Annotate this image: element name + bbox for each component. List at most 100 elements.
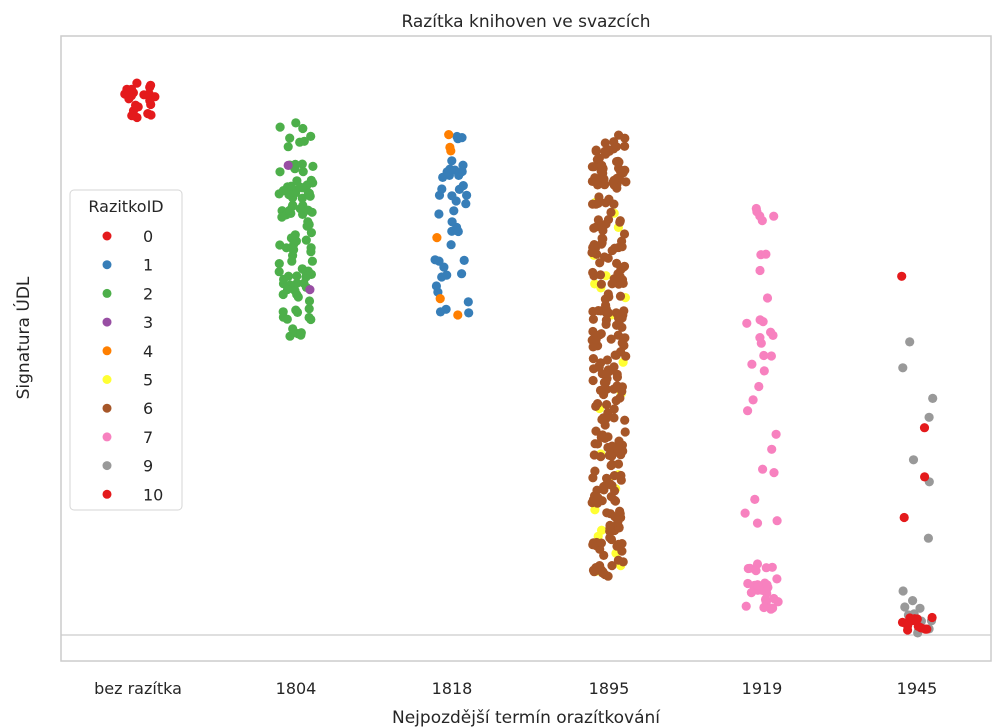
scatter-point xyxy=(593,306,603,316)
scatter-point xyxy=(605,520,615,531)
scatter-point xyxy=(613,555,624,565)
scatter-point xyxy=(752,518,763,528)
scatter-point xyxy=(275,122,285,132)
scatter-point xyxy=(617,338,627,348)
scatter-point xyxy=(615,291,626,301)
scatter-point xyxy=(588,473,598,483)
scatter-point xyxy=(897,271,907,281)
scatter-point xyxy=(439,262,449,272)
scatter-point xyxy=(589,364,599,374)
scatter-point xyxy=(446,240,456,250)
scatter-point xyxy=(607,279,617,289)
scatter-point xyxy=(278,289,288,300)
scatter-point xyxy=(899,512,909,523)
scatter-point xyxy=(612,320,622,330)
scatter-point xyxy=(748,395,758,405)
scatter-point xyxy=(295,182,305,192)
scatter-point xyxy=(143,109,153,119)
scatter-point xyxy=(287,243,297,253)
legend-marker xyxy=(102,260,112,270)
scatter-point xyxy=(759,350,769,361)
scatter-point xyxy=(923,533,934,543)
scatter-point xyxy=(595,270,606,280)
scatter-point xyxy=(288,200,298,210)
scatter-point xyxy=(747,359,757,369)
scatter-point xyxy=(609,471,620,481)
legend-label: 10 xyxy=(143,485,163,504)
scatter-point xyxy=(606,534,617,545)
legend-label: 0 xyxy=(143,227,153,246)
scatter-point xyxy=(145,96,155,106)
scatter-point xyxy=(463,297,473,307)
legend-marker xyxy=(102,288,112,298)
scatter-point xyxy=(589,223,599,233)
scatter-point xyxy=(616,347,626,357)
points-layer xyxy=(120,78,938,638)
scatter-point xyxy=(459,255,469,265)
scatter-point xyxy=(279,274,289,284)
scatter-point xyxy=(601,413,612,423)
scatter-point xyxy=(920,472,930,482)
scatter-point xyxy=(606,460,616,471)
scatter-point xyxy=(752,559,763,569)
scatter-point xyxy=(435,307,446,317)
scatter-point xyxy=(613,517,623,527)
scatter-point xyxy=(762,580,772,590)
scatter-point xyxy=(620,415,630,425)
scatter-point xyxy=(620,427,630,437)
scatter-point xyxy=(614,157,624,167)
scatter-point xyxy=(597,160,607,170)
scatter-point xyxy=(447,191,457,201)
scatter-point xyxy=(612,372,623,382)
scatter-point xyxy=(296,328,306,338)
scatter-point xyxy=(287,256,297,266)
scatter-point xyxy=(606,334,616,344)
scatter-point xyxy=(457,166,467,177)
scatter-point xyxy=(769,468,779,478)
scatter-point xyxy=(928,393,938,403)
legend-marker xyxy=(102,317,112,327)
scatter-point xyxy=(285,331,295,341)
scatter-point xyxy=(762,293,773,303)
scatter-point xyxy=(600,420,610,430)
x-tick-label: 1804 xyxy=(276,679,317,698)
legend: RazitkoID 0 1 2 3 4 5 6 7 9 10 xyxy=(69,189,183,511)
scatter-point xyxy=(603,289,613,299)
scatter-point xyxy=(283,160,293,170)
scatter-point xyxy=(772,516,782,526)
scatter-point xyxy=(461,199,471,209)
scatter-point xyxy=(604,450,614,460)
legend-box xyxy=(69,189,183,511)
legend-marker xyxy=(102,432,112,442)
scatter-point xyxy=(754,381,764,392)
scatter-point xyxy=(750,494,760,504)
scatter-point xyxy=(307,256,317,266)
scatter-point xyxy=(607,365,617,375)
scatter-point xyxy=(907,616,918,626)
scatter-point xyxy=(602,400,612,410)
scatter-point xyxy=(601,198,611,208)
scatter-point xyxy=(759,602,769,613)
scatter-point xyxy=(771,429,781,439)
legend-label: 6 xyxy=(143,399,153,418)
scatter-point xyxy=(458,181,468,191)
scatter-point xyxy=(616,470,626,481)
y-axis-label: Signatura ÚDL xyxy=(12,276,34,399)
scatter-point xyxy=(278,186,288,196)
scatter-point xyxy=(304,312,314,323)
legend-label: 4 xyxy=(143,342,153,361)
scatter-point xyxy=(595,385,606,395)
scatter-point xyxy=(743,563,753,574)
scatter-point xyxy=(617,539,627,549)
x-axis-label: Nejpozdější termín orazítkování xyxy=(392,708,661,728)
scatter-point xyxy=(618,310,628,320)
scatter-point xyxy=(598,567,608,577)
scatter-point xyxy=(908,596,918,606)
scatter-point xyxy=(620,141,630,151)
scatter-point xyxy=(768,603,778,613)
scatter-point xyxy=(277,212,287,222)
scatter-point xyxy=(900,602,910,612)
scatter-point xyxy=(462,190,472,200)
scatter-point xyxy=(603,308,614,318)
